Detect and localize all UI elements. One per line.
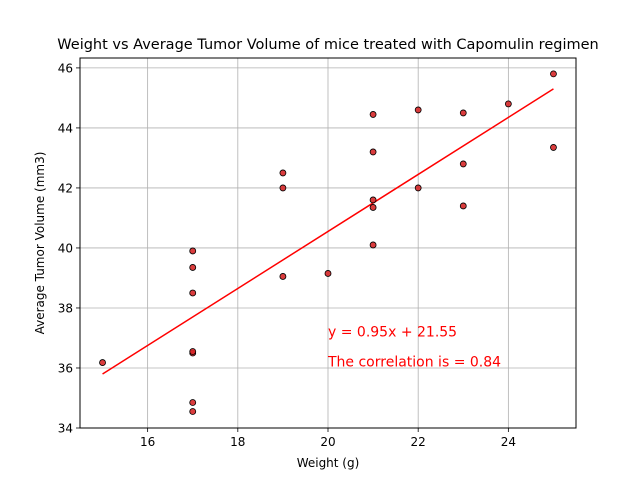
data-point bbox=[279, 184, 287, 192]
data-point bbox=[369, 196, 377, 204]
y-tick-label: 44 bbox=[58, 121, 73, 135]
data-point bbox=[369, 241, 377, 249]
data-point bbox=[189, 408, 197, 415]
data-point bbox=[459, 160, 467, 168]
annotation-text: The correlation is = 0.84 bbox=[327, 354, 501, 370]
y-axis-label: Average Tumor Volume (mm3) bbox=[33, 152, 47, 335]
x-axis-label: Weight (g) bbox=[297, 456, 360, 470]
x-tick-label: 24 bbox=[501, 435, 516, 449]
chart-title: Weight vs Average Tumor Volume of mice t… bbox=[57, 37, 598, 53]
data-point bbox=[279, 273, 287, 280]
data-point bbox=[189, 289, 197, 297]
annotations: y = 0.95x + 21.55 The correlation is = 0.… bbox=[327, 324, 501, 370]
data-points bbox=[99, 70, 557, 415]
data-point bbox=[414, 106, 422, 114]
y-tick-label: 36 bbox=[58, 361, 73, 375]
x-tick-label: 20 bbox=[320, 435, 335, 449]
data-point bbox=[414, 184, 422, 192]
y-tick-label: 34 bbox=[58, 422, 73, 436]
data-point bbox=[504, 100, 512, 108]
data-point bbox=[369, 204, 377, 211]
y-tick-label: 42 bbox=[58, 181, 73, 195]
data-point bbox=[369, 148, 377, 156]
axis-ticks: 16 18 20 22 24 34 36 38 40 42 44 46 bbox=[58, 61, 516, 449]
data-point bbox=[189, 399, 197, 406]
x-tick-label: 22 bbox=[411, 435, 426, 449]
data-point bbox=[459, 202, 467, 210]
data-point bbox=[369, 111, 377, 118]
regression-line bbox=[102, 88, 554, 375]
data-point bbox=[279, 169, 287, 177]
data-point bbox=[550, 144, 557, 151]
data-point bbox=[459, 109, 467, 117]
data-point bbox=[189, 247, 197, 255]
data-point bbox=[324, 270, 332, 277]
annotation-text: y = 0.95x + 21.55 bbox=[328, 324, 457, 340]
x-tick-label: 16 bbox=[140, 435, 155, 449]
y-tick-label: 40 bbox=[58, 241, 73, 255]
data-point bbox=[550, 70, 557, 78]
y-tick-label: 38 bbox=[58, 301, 73, 315]
data-point bbox=[189, 264, 197, 271]
data-point bbox=[99, 359, 106, 366]
regression-layer bbox=[102, 88, 554, 375]
data-point bbox=[189, 348, 197, 355]
grid-lines bbox=[80, 58, 576, 429]
x-tick-label: 18 bbox=[230, 435, 245, 449]
y-tick-label: 46 bbox=[58, 61, 73, 75]
